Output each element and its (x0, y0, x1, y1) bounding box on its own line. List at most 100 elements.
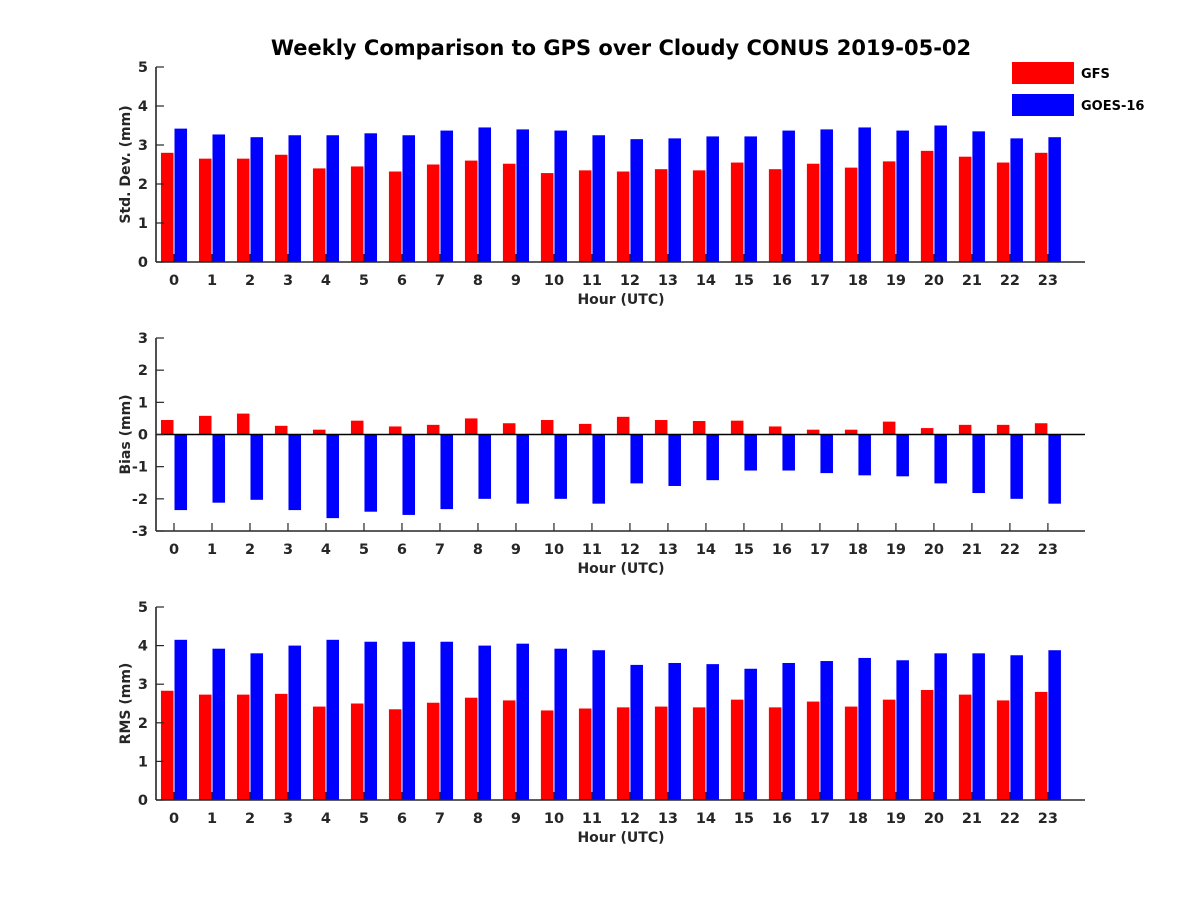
legend-label-gfs: GFS (1081, 67, 1110, 82)
bar-gfs-hour-22 (996, 162, 1010, 262)
y-tick-label: 1 (138, 754, 148, 770)
bar-goes-16-hour-2 (250, 653, 264, 800)
x-tick-label: 6 (397, 811, 407, 827)
y-axis-label: Bias (mm) (118, 394, 134, 474)
x-tick-label: 9 (511, 811, 521, 827)
bar-goes-16-hour-1 (212, 434, 226, 503)
y-tick-label: 5 (138, 60, 148, 76)
x-tick-label: 1 (207, 542, 217, 558)
bar-goes-16-hour-19 (896, 434, 909, 477)
bar-goes-16-hour-11 (592, 650, 605, 800)
x-tick-label: 22 (1000, 273, 1020, 289)
bar-gfs-hour-23 (1034, 691, 1048, 800)
bar-gfs-hour-19 (882, 161, 896, 262)
x-tick-label: 19 (886, 273, 906, 289)
x-tick-label: 21 (962, 273, 982, 289)
y-tick-label: 2 (138, 177, 148, 193)
y-tick-label: -1 (132, 460, 148, 476)
bar-goes-16-hour-11 (592, 434, 605, 504)
x-tick-label: 18 (848, 811, 868, 827)
bar-gfs-hour-15 (730, 162, 744, 262)
bar-gfs-hour-20 (920, 689, 934, 800)
x-tick-label: 18 (848, 273, 868, 289)
y-tick-label: 0 (138, 428, 148, 444)
bar-goes-16-hour-20 (934, 125, 947, 262)
x-tick-label: 21 (962, 542, 982, 558)
bar-goes-16-hour-10 (554, 130, 567, 262)
x-tick-label: 0 (169, 811, 179, 827)
x-tick-label: 9 (511, 273, 521, 289)
bar-goes-16-hour-15 (744, 668, 757, 800)
x-tick-label: 1 (207, 811, 217, 827)
bar-gfs-hour-5 (350, 166, 364, 262)
bar-gfs-hour-2 (236, 413, 250, 435)
y-tick-label: 5 (138, 600, 148, 616)
x-tick-label: 13 (658, 811, 678, 827)
legend: GFS GOES-16 (1012, 62, 1144, 116)
x-tick-label: 5 (359, 811, 369, 827)
x-tick-label: 7 (435, 273, 445, 289)
y-tick-label: 3 (138, 677, 148, 693)
bar-gfs-hour-14 (692, 420, 706, 435)
bar-gfs-hour-17 (806, 701, 820, 800)
bar-gfs-hour-16 (768, 707, 782, 800)
y-tick-label: 3 (138, 331, 148, 347)
bar-goes-16-hour-13 (668, 138, 681, 262)
bar-gfs-hour-3 (274, 154, 288, 262)
bar-gfs-hour-14 (692, 170, 706, 262)
bar-gfs-hour-1 (198, 694, 212, 800)
bar-goes-16-hour-18 (858, 657, 871, 800)
bar-gfs-hour-19 (882, 421, 896, 435)
bar-goes-16-hour-23 (1048, 137, 1061, 262)
bar-gfs-hour-17 (806, 429, 820, 435)
bar-gfs-hour-23 (1034, 423, 1048, 435)
bar-goes-16-hour-16 (782, 434, 795, 471)
bar-gfs-hour-4 (312, 706, 326, 800)
bar-goes-16-hour-3 (288, 434, 302, 511)
bar-goes-16-hour-12 (630, 434, 643, 484)
x-tick-label: 5 (359, 273, 369, 289)
legend-label-goes-16: GOES-16 (1081, 99, 1144, 114)
bar-goes-16-hour-13 (668, 662, 681, 800)
x-tick-label: 12 (620, 542, 640, 558)
bar-goes-16-hour-15 (744, 434, 757, 471)
bar-goes-16-hour-19 (896, 130, 909, 262)
bar-goes-16-hour-15 (744, 136, 757, 262)
bar-gfs-hour-21 (958, 156, 972, 262)
bar-gfs-hour-11 (578, 708, 592, 800)
x-tick-label: 16 (772, 811, 792, 827)
bar-gfs-hour-18 (844, 706, 858, 800)
bar-goes-16-hour-13 (668, 434, 681, 486)
bar-goes-16-hour-23 (1048, 650, 1061, 800)
bar-goes-16-hour-12 (630, 664, 643, 800)
bar-goes-16-hour-8 (478, 645, 492, 800)
bar-goes-16-hour-22 (1010, 138, 1023, 262)
x-tick-label: 14 (696, 542, 716, 558)
bar-gfs-hour-21 (958, 694, 972, 800)
bar-goes-16-hour-3 (288, 645, 302, 800)
bar-goes-16-hour-17 (820, 434, 833, 474)
x-tick-label: 23 (1038, 273, 1058, 289)
bar-gfs-hour-4 (312, 168, 326, 262)
x-tick-label: 11 (582, 273, 602, 289)
x-tick-label: 15 (734, 811, 754, 827)
bar-goes-16-hour-5 (364, 641, 378, 800)
x-tick-label: 12 (620, 273, 640, 289)
y-tick-label: 4 (138, 639, 148, 655)
x-tick-label: 22 (1000, 542, 1020, 558)
x-tick-label: 4 (321, 273, 331, 289)
x-tick-label: 6 (397, 542, 407, 558)
x-tick-label: 15 (734, 273, 754, 289)
x-tick-label: 20 (924, 273, 944, 289)
bar-gfs-hour-6 (388, 709, 402, 800)
bar-gfs-hour-18 (844, 429, 858, 435)
x-tick-label: 13 (658, 273, 678, 289)
bar-gfs-hour-1 (198, 415, 212, 435)
bar-goes-16-hour-6 (402, 641, 416, 800)
bar-goes-16-hour-23 (1048, 434, 1061, 504)
x-tick-label: 11 (582, 811, 602, 827)
